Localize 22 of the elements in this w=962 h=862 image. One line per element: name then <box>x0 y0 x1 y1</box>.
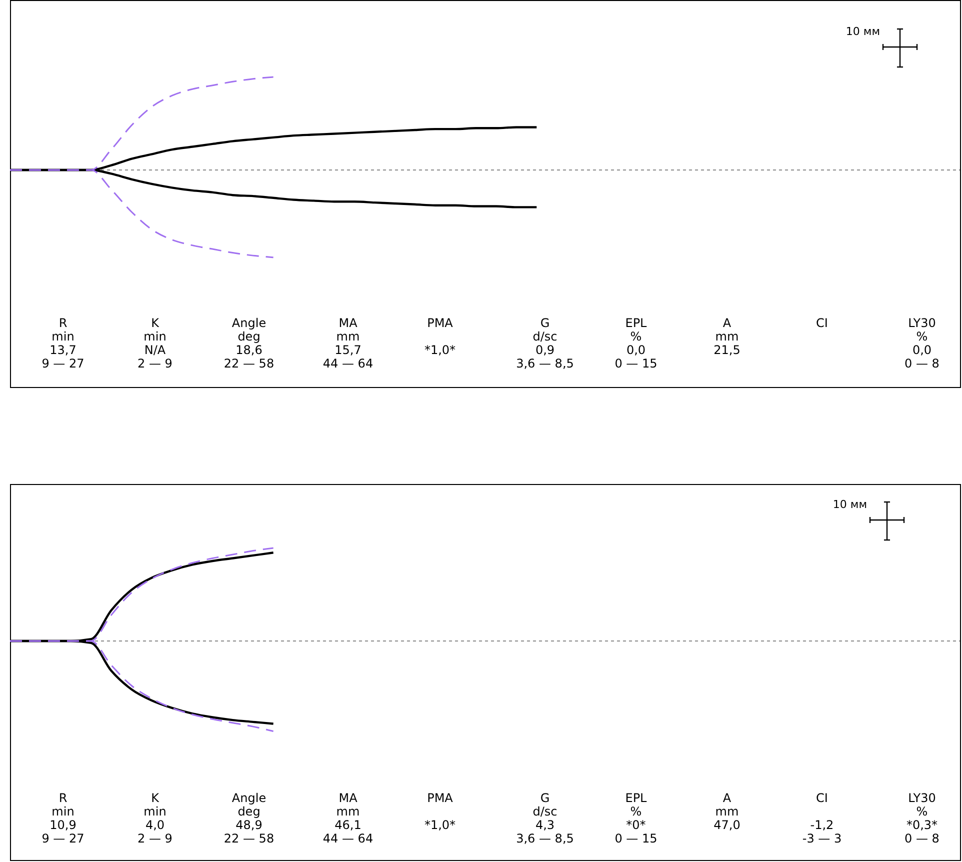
text: R min 13,7 9 — 27 <box>42 316 84 370</box>
text: LY30 % 0,0 0 — 8 <box>904 316 940 370</box>
text: G d/sc 4,3 3,6 — 8,5 <box>516 791 574 846</box>
text: R min 10,9 9 — 27 <box>42 791 84 846</box>
text: CI <box>816 316 828 330</box>
text: PMA *1,0* <box>424 791 456 832</box>
text: EPL % 0,0 0 — 15 <box>614 316 658 370</box>
text: LY30 % *0,3* 0 — 8 <box>904 791 940 846</box>
text: Angle deg 18,6 22 — 58 <box>224 316 274 370</box>
text: 10 мм <box>832 498 867 511</box>
text: G d/sc 0,9 3,6 — 8,5 <box>516 316 574 370</box>
text: K min N/A 2 — 9 <box>138 316 172 370</box>
text: CI -1,2 -3 — 3 <box>802 791 842 846</box>
text: MA mm 46,1 44 — 64 <box>322 791 374 846</box>
text: PMA *1,0* <box>424 316 456 357</box>
text: 10 мм <box>846 25 880 38</box>
text: MA mm 15,7 44 — 64 <box>322 316 374 370</box>
text: EPL % *0* 0 — 15 <box>614 791 658 846</box>
text: Angle deg 48,9 22 — 58 <box>224 791 274 846</box>
text: K min 4,0 2 — 9 <box>138 791 172 846</box>
text: A mm 47,0 <box>714 791 740 832</box>
text: A mm 21,5 <box>714 316 740 357</box>
